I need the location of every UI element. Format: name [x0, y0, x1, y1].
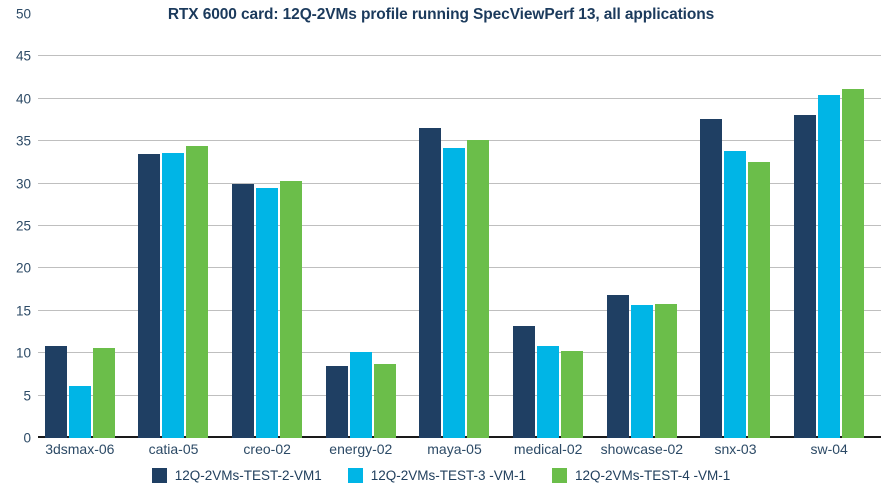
- y-tick-label: 30: [15, 176, 31, 192]
- bar: [256, 187, 279, 438]
- y-tick-label: 45: [15, 48, 31, 64]
- bar-group-snx-03: [694, 14, 788, 438]
- bar: [68, 386, 91, 438]
- bar: [561, 350, 584, 438]
- bar-group-creo-02: [225, 14, 319, 438]
- x-tick-label: creo-02: [243, 441, 291, 457]
- x-tick-label: snx-03: [714, 441, 757, 457]
- bar-group-medical-02: [506, 14, 600, 438]
- legend-item[interactable]: 12Q-2VMs-TEST-2-VM1: [151, 468, 322, 483]
- bar: [325, 365, 348, 438]
- y-tick-label: 10: [15, 345, 31, 361]
- bars-layer: [38, 14, 881, 438]
- x-tick-label: maya-05: [427, 441, 482, 457]
- bar: [467, 140, 490, 438]
- bar: [162, 153, 185, 438]
- legend-swatch-icon: [347, 468, 363, 483]
- y-tick-label: 25: [15, 218, 31, 234]
- legend-label: 12Q-2VMs-TEST-4 -VM-1: [575, 468, 731, 483]
- chart-title: RTX 6000 card: 12Q-2VMs profile running …: [167, 6, 715, 23]
- legend-item[interactable]: 12Q-2VMs-TEST-3 -VM-1: [347, 468, 527, 483]
- bar: [419, 128, 442, 438]
- y-tick-label: 0: [23, 430, 31, 446]
- bar: [44, 346, 67, 438]
- bar: [748, 161, 771, 438]
- x-tick-label: energy-02: [329, 441, 393, 457]
- bar: [443, 147, 466, 438]
- legend-item[interactable]: 12Q-2VMs-TEST-4 -VM-1: [552, 468, 730, 483]
- y-tick-label: 40: [15, 91, 31, 107]
- bar: [606, 294, 629, 438]
- gridline-40: [38, 97, 881, 99]
- bar: [537, 346, 560, 438]
- y-tick-label: 15: [15, 303, 31, 319]
- gridline-45: [38, 55, 881, 57]
- bar: [842, 88, 865, 438]
- bar: [700, 119, 723, 438]
- legend-swatch-icon: [151, 468, 167, 483]
- bar: [654, 304, 677, 438]
- x-tick-label: 3dsmax-06: [45, 441, 115, 457]
- bar-group-sw-04: [787, 14, 881, 438]
- bar-group-catia-05: [132, 14, 226, 438]
- y-tick-label: 50: [15, 6, 31, 22]
- bar: [513, 326, 536, 438]
- bar-group-showcase-02: [600, 14, 694, 438]
- bar-group-maya-05: [413, 14, 507, 438]
- bar: [373, 364, 396, 438]
- gridline-35: [38, 140, 881, 142]
- x-axis: 3dsmax-06 catia-05 creo-02 energy-02 maya-05…: [38, 441, 881, 465]
- bar-group-3dsmax-06: [38, 14, 132, 438]
- bar: [232, 184, 255, 438]
- legend-label: 12Q-2VMs-TEST-3 -VM-1: [370, 468, 527, 483]
- bar-group-energy-02: [319, 14, 413, 438]
- legend-label: 12Q-2VMs-TEST-2-VM1: [174, 468, 322, 483]
- bar: [818, 94, 841, 438]
- y-tick-label: 35: [15, 133, 31, 149]
- bar: [92, 348, 115, 438]
- x-tick-label: medical-02: [513, 441, 583, 457]
- x-tick-label: sw-04: [810, 441, 848, 457]
- legend-swatch-icon: [552, 468, 568, 483]
- y-tick-label: 20: [15, 260, 31, 276]
- bar: [794, 114, 817, 438]
- x-tick-label: catia-05: [148, 441, 199, 457]
- x-tick-label: showcase-02: [600, 441, 684, 457]
- y-tick-label: 5: [23, 388, 31, 404]
- y-axis: 0 5 10 15 20 25 30 35 40 45 50: [0, 0, 38, 495]
- bar: [349, 352, 372, 438]
- bar: [724, 151, 747, 438]
- chart-legend: 12Q-2VMs-TEST-2-VM1 12Q-2VMs-TEST-3 -VM-1…: [0, 468, 882, 483]
- bar: [630, 304, 653, 438]
- bar: [186, 146, 209, 438]
- bar: [280, 181, 303, 438]
- plot-area: [38, 14, 881, 438]
- bar: [138, 153, 161, 438]
